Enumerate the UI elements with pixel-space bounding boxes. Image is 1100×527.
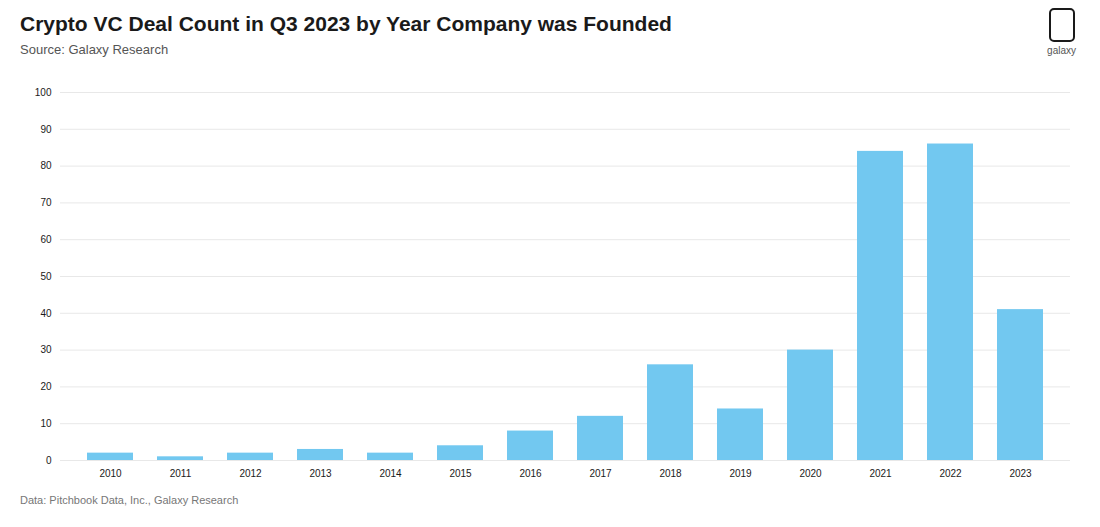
html-text:Data: Pitchbook Data, Inc., Ga: Data: Pitchbook Data, Inc., Galaxy Resea… — [20, 494, 239, 506]
svg-text:2021: 2021 — [869, 468, 892, 479]
svg-text:90: 90 — [40, 124, 52, 135]
html-text:Crypto VC Deal Count in Q3 202: Crypto VC Deal Count in Q3 2023 by Year … — [20, 12, 672, 35]
svg-text:100: 100 — [35, 87, 52, 98]
html-text:galaxy: galaxy — [1047, 45, 1076, 56]
svg-text:2011: 2011 — [170, 468, 192, 479]
svg-text:10: 10 — [40, 418, 52, 429]
svg-text:2013: 2013 — [309, 468, 332, 479]
svg-text:2016: 2016 — [519, 468, 542, 479]
svg-text:2022: 2022 — [939, 468, 962, 479]
svg-text:2012: 2012 — [239, 468, 262, 479]
html-text:Source: Galaxy Research: Source: Galaxy Research — [20, 42, 169, 57]
svg-text:2020: 2020 — [799, 468, 822, 479]
svg-text:80: 80 — [40, 160, 52, 171]
svg-text:2019: 2019 — [729, 468, 752, 479]
svg-text:0: 0 — [46, 455, 52, 466]
svg-text:2018: 2018 — [659, 468, 682, 479]
svg-text:2010: 2010 — [99, 468, 122, 479]
svg-text:60: 60 — [40, 234, 52, 245]
svg-text:50: 50 — [40, 271, 52, 282]
svg-text:70: 70 — [40, 197, 52, 208]
svg-text:2023: 2023 — [1009, 468, 1032, 479]
svg-text:2015: 2015 — [449, 468, 472, 479]
svg-text:40: 40 — [40, 308, 52, 319]
svg-text:2017: 2017 — [589, 468, 612, 479]
svg-text:30: 30 — [40, 344, 52, 355]
svg-text:2014: 2014 — [379, 468, 402, 479]
svg-text:20: 20 — [40, 381, 52, 392]
